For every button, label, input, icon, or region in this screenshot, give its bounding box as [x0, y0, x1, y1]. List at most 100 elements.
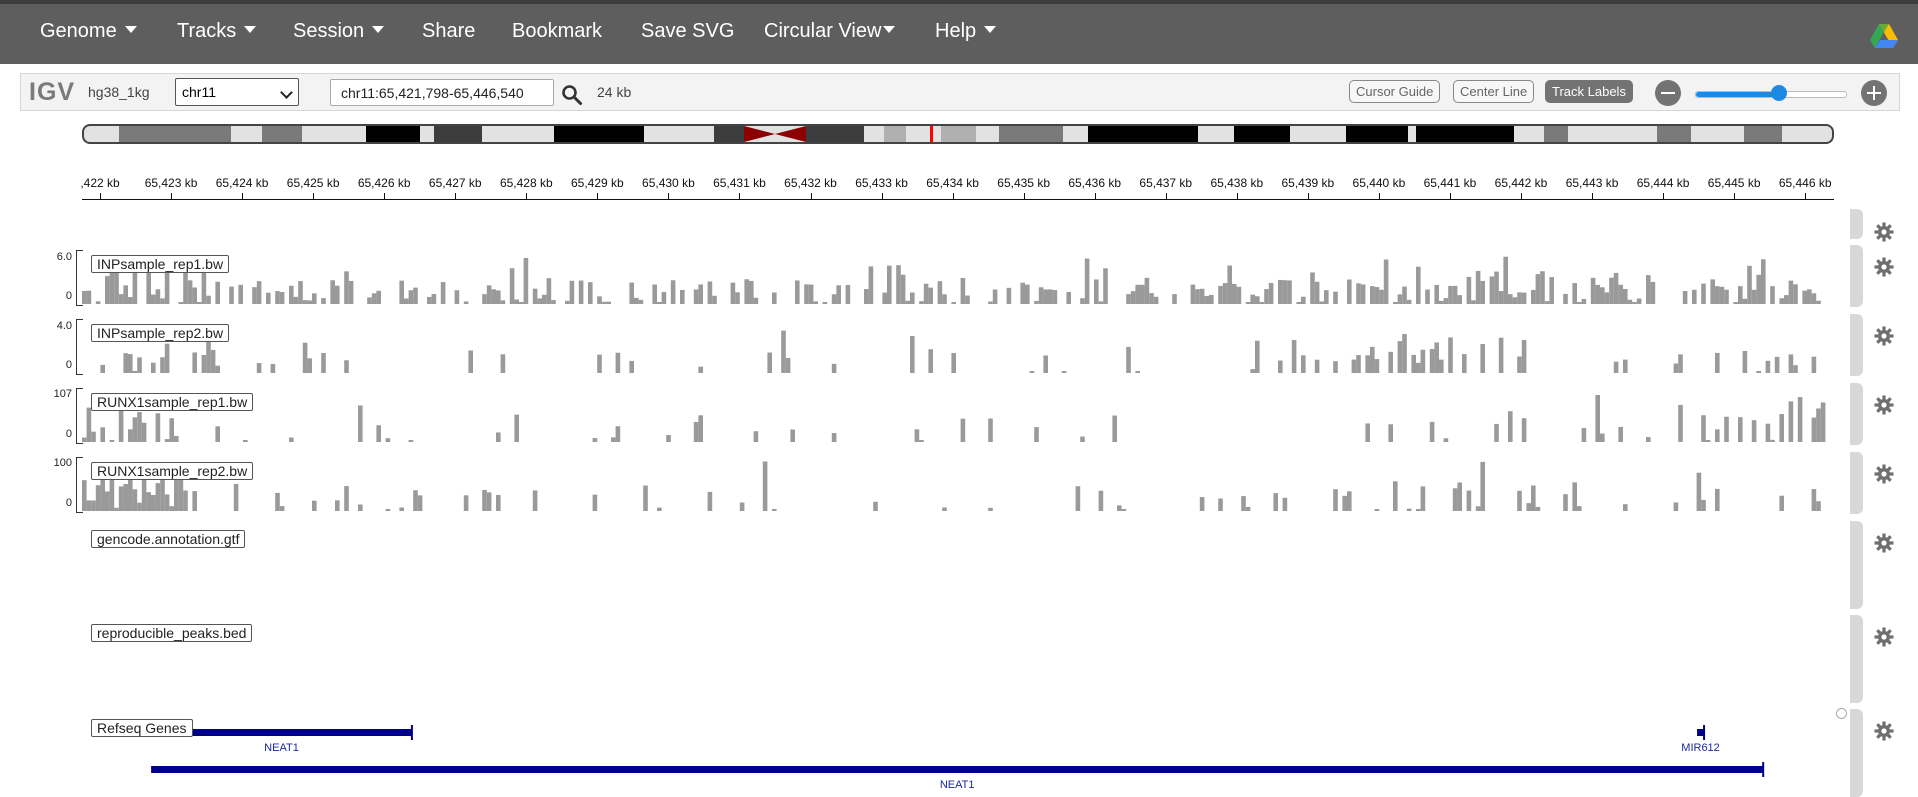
signal-bar [146, 492, 151, 511]
track-label[interactable]: RUNX1sample_rep2.bw [91, 462, 254, 480]
signal-bar [100, 427, 105, 442]
gene-feature[interactable] [151, 729, 412, 736]
signal-bar [1402, 334, 1407, 373]
signal-bar [376, 290, 381, 304]
track-drag-handle[interactable] [1850, 615, 1863, 703]
signal-bar [1572, 482, 1577, 511]
center-line-button[interactable]: Center Line [1453, 80, 1535, 103]
signal-bar [1324, 290, 1329, 304]
signal-bar [928, 287, 933, 304]
ruler-tick-label: 65,442 kb [1494, 176, 1548, 190]
signal-bar [1172, 294, 1177, 304]
chevron-down-icon [984, 26, 997, 34]
chevron-down-icon [280, 86, 293, 99]
signal-bar [215, 426, 220, 442]
menu-share[interactable]: Share [422, 20, 476, 42]
menu-circular-view[interactable]: Circular View [764, 18, 896, 44]
gene-feature[interactable] [1697, 729, 1705, 736]
menu-save-svg[interactable]: Save SVG [641, 20, 735, 42]
cytoband [941, 126, 976, 142]
signal-bar [1793, 365, 1798, 373]
cursor-guide-button[interactable]: Cursor Guide [1349, 80, 1441, 103]
signal-bar [233, 483, 239, 511]
signal-bar [86, 290, 92, 304]
track-label[interactable]: INPsample_rep1.bw [91, 255, 230, 273]
signal-bar [873, 501, 878, 511]
track-gencode: gencode.annotation.gtf [70, 523, 1850, 609]
signal-bar [270, 363, 276, 373]
signal-bar [123, 483, 128, 511]
ruler-tick-label: 65,439 kb [1281, 176, 1335, 190]
signal-bar [164, 272, 170, 304]
signal-bar [371, 293, 377, 304]
signal-bar [1549, 277, 1554, 304]
track-runx1-rep1: 107 0 RUNX1sample_rep1.bw [54, 386, 1850, 446]
signal-bar [1692, 289, 1697, 304]
signal-bar [1416, 362, 1421, 373]
track-labels-button[interactable]: Track Labels [1545, 80, 1633, 103]
track-label[interactable]: INPsample_rep2.bw [91, 324, 230, 342]
signal-bar [910, 336, 915, 373]
signal-bar [1245, 506, 1251, 511]
genomic-ruler[interactable]: ,422 kb 65,423 kb 65,424 kb 65,425 kb 65,426… [80, 176, 1834, 200]
gear-icon[interactable] [1874, 326, 1894, 351]
signal-bar [82, 480, 87, 511]
menu-tracks[interactable]: Tracks [177, 18, 257, 44]
chromosome-select[interactable]: chr11 [175, 78, 299, 106]
track-drag-handle[interactable] [1850, 245, 1863, 307]
gear-icon[interactable] [1874, 257, 1894, 282]
track-runx1-rep2: 100 0 RUNX1sample_rep2.bw [54, 455, 1850, 515]
gear-icon[interactable] [1874, 533, 1894, 558]
signal-bar [1347, 279, 1352, 304]
gear-icon[interactable] [1874, 721, 1894, 746]
zoom-slider[interactable] [1695, 85, 1847, 101]
signal-bar [1816, 408, 1821, 442]
zoom-in-icon[interactable] [1861, 80, 1887, 106]
signal-bar [160, 357, 165, 373]
track-drag-handle[interactable] [1850, 383, 1863, 445]
signal-bar [1278, 360, 1283, 373]
signal-bar [1379, 289, 1384, 304]
zoom-out-icon[interactable] [1655, 80, 1681, 106]
gear-icon[interactable] [1874, 627, 1894, 652]
track-label[interactable]: RUNX1sample_rep1.bw [91, 393, 254, 411]
signal-bar [174, 476, 179, 511]
menu-session-label: Session [293, 20, 365, 42]
track-label[interactable]: reproducible_peaks.bed [91, 624, 253, 642]
chromosome-ideogram[interactable] [82, 124, 1834, 144]
track-drag-handle[interactable] [1850, 709, 1863, 797]
menu-session[interactable]: Session [293, 18, 385, 44]
scrollbar-handle[interactable] [1836, 708, 1847, 719]
track-drag-handle[interactable] [1850, 209, 1863, 239]
gene-feature[interactable] [151, 766, 1764, 773]
cytoband [1088, 126, 1198, 142]
signal-bar [1503, 256, 1508, 304]
track-drag-handle[interactable] [1850, 452, 1863, 514]
gear-icon[interactable] [1874, 464, 1894, 489]
locus-search-input[interactable]: chr11:65,421,798-65,446,540 [330, 79, 554, 106]
signal-bar [164, 343, 170, 373]
signal-bar [753, 297, 759, 304]
signal-bar [1595, 284, 1600, 304]
signal-bar [1452, 488, 1458, 511]
signal-bar [1130, 291, 1136, 304]
menu-bookmark[interactable]: Bookmark [512, 20, 603, 42]
gear-icon[interactable] [1874, 395, 1894, 420]
signal-bar [1811, 489, 1817, 511]
signal-bar [1581, 428, 1587, 442]
track-label[interactable]: Refseq Genes [91, 719, 193, 737]
menu-help[interactable]: Help [935, 18, 997, 44]
track-drag-handle[interactable] [1850, 314, 1863, 376]
track-label[interactable]: gencode.annotation.gtf [91, 530, 246, 548]
signal-bar [693, 421, 699, 442]
signal-bar [744, 279, 749, 304]
search-icon[interactable] [561, 84, 583, 111]
zoom-slider-handle[interactable] [1770, 85, 1787, 101]
menu-genome[interactable]: Genome [40, 18, 137, 44]
gear-icon[interactable] [1874, 222, 1894, 247]
ruler-tick-label: 65,434 kb [926, 176, 979, 190]
igv-logo[interactable]: IGV [29, 78, 76, 106]
signal-bar [1333, 489, 1338, 511]
signal-bar [183, 267, 188, 304]
track-drag-handle[interactable] [1850, 521, 1863, 609]
